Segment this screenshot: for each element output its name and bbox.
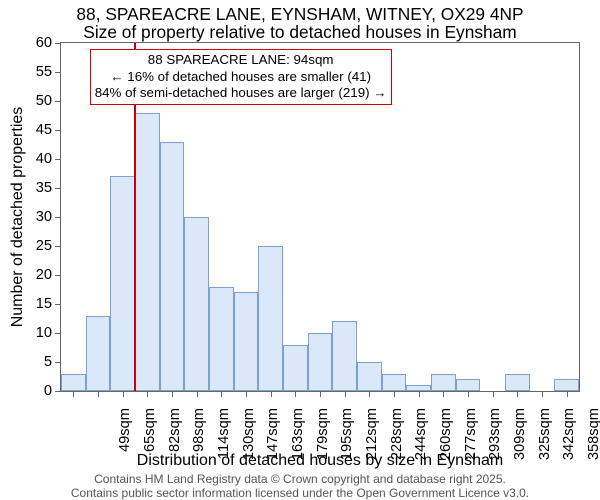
x-tick (320, 392, 321, 397)
x-tick (542, 392, 543, 397)
x-tick (345, 392, 346, 397)
source-line: Contains public sector information licen… (0, 486, 600, 500)
x-tick (517, 392, 518, 397)
x-tick (246, 392, 247, 397)
chart-title-line2: Size of property relative to detached ho… (0, 22, 600, 43)
y-tick (55, 43, 60, 44)
y-tick (55, 362, 60, 363)
x-tick (221, 392, 222, 397)
histogram-bar (160, 142, 185, 391)
histogram-bar (382, 374, 407, 391)
annotation-box: 88 SPAREACRE LANE: 94sqm← 16% of detache… (90, 49, 392, 105)
data-source-note: Contains HM Land Registry data © Crown c… (0, 472, 600, 500)
x-tick (493, 392, 494, 397)
histogram-bar (258, 246, 283, 391)
source-line: Contains HM Land Registry data © Crown c… (0, 472, 600, 486)
x-tick (147, 392, 148, 397)
y-tick (55, 72, 60, 73)
y-tick (55, 304, 60, 305)
histogram-bar (283, 345, 308, 391)
x-tick (468, 392, 469, 397)
x-tick (98, 392, 99, 397)
histogram-bar (357, 362, 382, 391)
y-tick (55, 101, 60, 102)
histogram-bar (431, 374, 456, 391)
x-tick (197, 392, 198, 397)
x-tick (443, 392, 444, 397)
x-tick (394, 392, 395, 397)
x-axis-label: Distribution of detached houses by size … (60, 452, 580, 470)
y-tick (55, 333, 60, 334)
histogram-bar (110, 176, 135, 391)
histogram-bar (505, 374, 530, 391)
histogram-bar (234, 292, 259, 391)
annotation-line: 88 SPAREACRE LANE: 94sqm (95, 52, 387, 69)
histogram-bar (86, 316, 111, 391)
y-tick (55, 217, 60, 218)
histogram-bar (61, 374, 86, 391)
x-tick (123, 392, 124, 397)
x-tick (271, 392, 272, 397)
histogram-bar (209, 287, 234, 391)
x-tick (567, 392, 568, 397)
y-tick (55, 159, 60, 160)
histogram-bar (184, 217, 209, 391)
y-tick (55, 275, 60, 276)
histogram-bar (456, 379, 481, 391)
histogram-bar (308, 333, 333, 391)
x-tick (295, 392, 296, 397)
x-tick (419, 392, 420, 397)
x-tick (172, 392, 173, 397)
plot-area: 88 SPAREACRE LANE: 94sqm← 16% of detache… (60, 42, 580, 392)
y-tick (55, 188, 60, 189)
histogram-bar (554, 379, 579, 391)
annotation-line: ← 16% of detached houses are smaller (41… (95, 69, 387, 86)
x-tick (369, 392, 370, 397)
y-axis-label: Number of detached properties (9, 42, 27, 392)
histogram-bar (406, 385, 431, 391)
histogram-bar (135, 113, 160, 391)
x-tick (73, 392, 74, 397)
y-tick (55, 130, 60, 131)
x-tick-label: 358sqm (586, 408, 600, 468)
histogram-bar (332, 321, 357, 391)
y-tick (55, 246, 60, 247)
annotation-line: 84% of semi-detached houses are larger (… (95, 85, 387, 102)
y-tick (55, 391, 60, 392)
